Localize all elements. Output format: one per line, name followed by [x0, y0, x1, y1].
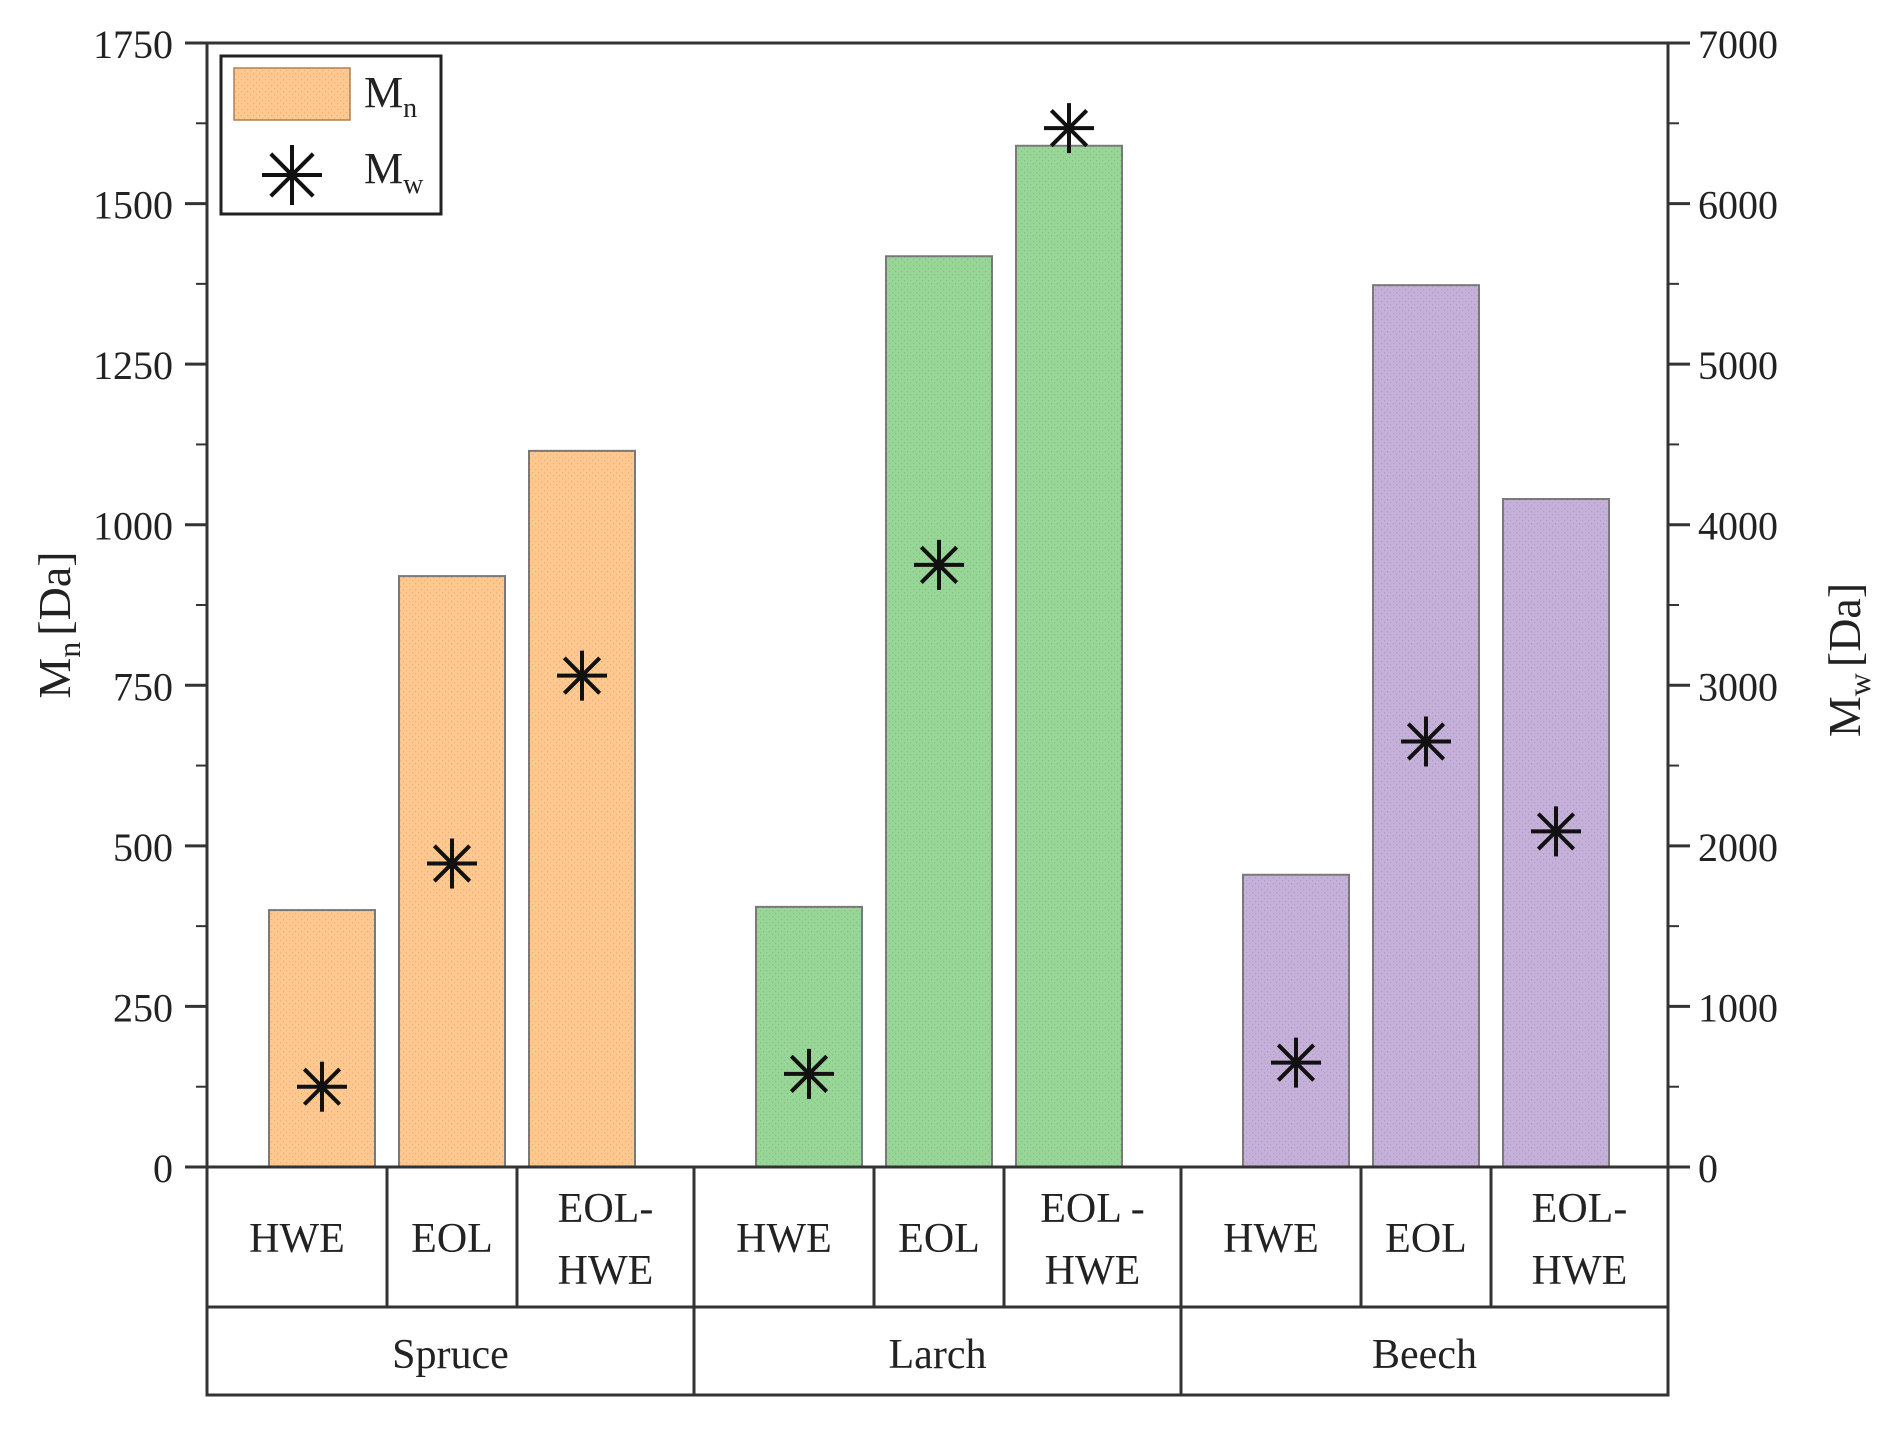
category-label-line2: HWE — [558, 1248, 654, 1294]
right-tick-label: 3000 — [1698, 664, 1778, 709]
left-tick-label: 1000 — [93, 504, 173, 549]
category-label: HWE — [736, 1216, 832, 1262]
category-label: HWE — [1223, 1216, 1319, 1262]
category-label: EOL — [411, 1216, 493, 1262]
mw-markers — [297, 103, 1581, 1112]
mw-point-larch-3-stroke — [1049, 109, 1089, 148]
category-label: EOL — [1385, 1216, 1467, 1262]
mw-point-spruce-3-stroke — [562, 656, 602, 695]
legend-mw-main: M — [364, 144, 403, 193]
left-tick-label: 750 — [113, 664, 173, 709]
group-label-larch: Larch — [889, 1332, 987, 1378]
category-label-line1: EOL - — [1040, 1186, 1145, 1232]
right-tick-label: 1000 — [1698, 985, 1778, 1030]
left-axis-title-main: M — [29, 658, 80, 699]
mw-point-beech-2 — [1401, 716, 1451, 767]
left-tick-label: 1750 — [93, 22, 173, 67]
mw-point-beech-2-stroke — [1406, 722, 1446, 761]
mw-point-larch-2 — [914, 539, 964, 590]
legend: Mn Mw — [219, 54, 443, 216]
legend-mn-label: Mn — [364, 68, 417, 124]
right-tick-label: 4000 — [1698, 504, 1778, 549]
legend-asterisk-stroke — [269, 152, 315, 198]
mw-point-spruce-2-stroke — [432, 844, 472, 883]
legend-mw-label: Mw — [364, 144, 424, 200]
legend-mw-marker-icon — [262, 145, 322, 205]
bars — [268, 144, 1610, 1169]
category-table-frame — [205, 1165, 1670, 1397]
bar-texture — [529, 450, 635, 1167]
right-tick-label: 6000 — [1698, 183, 1778, 228]
mw-point-larch-3 — [1044, 103, 1094, 154]
mw-point-beech-3 — [1531, 806, 1581, 857]
left-axis-title-unit: [Da] — [29, 551, 80, 635]
bar-texture — [1243, 874, 1349, 1167]
mw-point-beech-1-stroke — [1276, 1043, 1316, 1082]
category-label: EOL — [898, 1216, 980, 1262]
bar-texture — [886, 256, 992, 1167]
group-label-beech: Beech — [1372, 1332, 1477, 1378]
right-tick-label: 2000 — [1698, 825, 1778, 870]
mw-point-spruce-3 — [557, 650, 607, 701]
mw-point-beech-1 — [1271, 1037, 1321, 1088]
legend-asterisk — [262, 145, 322, 205]
left-axis-title-sub: n — [51, 642, 87, 658]
right-axis-title: Mw [Da] — [1819, 583, 1877, 737]
mw-point-larch-1-stroke — [789, 1054, 829, 1093]
right-axis: 0 1000 2000 3000 4000 5000 6000 7000 — [1668, 22, 1778, 1191]
right-axis-title-unit: [Da] — [1819, 583, 1870, 667]
right-tick-label: 0 — [1698, 1146, 1718, 1191]
mw-point-spruce-1-stroke — [302, 1067, 342, 1106]
legend-mn-main: M — [364, 68, 403, 117]
right-axis-title-main: M — [1819, 696, 1870, 737]
legend-mn-sub: n — [403, 93, 417, 124]
left-tick-label: 500 — [113, 825, 173, 870]
left-tick-label: 1250 — [93, 343, 173, 388]
category-label-line1: EOL- — [1532, 1186, 1628, 1232]
category-label-line1: EOL- — [558, 1186, 654, 1232]
left-tick-label: 250 — [113, 985, 173, 1030]
legend-mn-swatch-texture — [234, 68, 350, 120]
mw-point-larch-2-stroke — [919, 545, 959, 584]
category-label: HWE — [249, 1216, 345, 1262]
bar-texture — [756, 906, 862, 1167]
group-label-spruce: Spruce — [392, 1332, 509, 1378]
right-tick-label: 5000 — [1698, 343, 1778, 388]
category-label-line2: HWE — [1045, 1248, 1141, 1294]
left-axis: 0 250 500 750 1000 1250 1500 1750 — [93, 22, 207, 1191]
mw-point-spruce-1 — [297, 1061, 347, 1112]
bar-texture — [269, 910, 375, 1167]
mw-point-spruce-2 — [427, 838, 477, 889]
category-table: HWE EOL EOL- HWE Spruce HWE EOL EOL - HWE Larch HW… — [205, 1165, 1670, 1397]
left-axis-title: Mn [Da] — [29, 551, 87, 698]
mw-point-beech-3-stroke — [1536, 812, 1576, 851]
right-tick-label: 7000 — [1698, 22, 1778, 67]
left-tick-label: 0 — [153, 1146, 173, 1191]
left-tick-label: 1500 — [93, 183, 173, 228]
bar-texture — [1016, 145, 1122, 1167]
legend-mw-sub: w — [403, 169, 424, 200]
category-label-line2: HWE — [1532, 1248, 1628, 1294]
mw-point-larch-1 — [784, 1048, 834, 1099]
right-axis-title-sub: w — [1841, 673, 1877, 696]
